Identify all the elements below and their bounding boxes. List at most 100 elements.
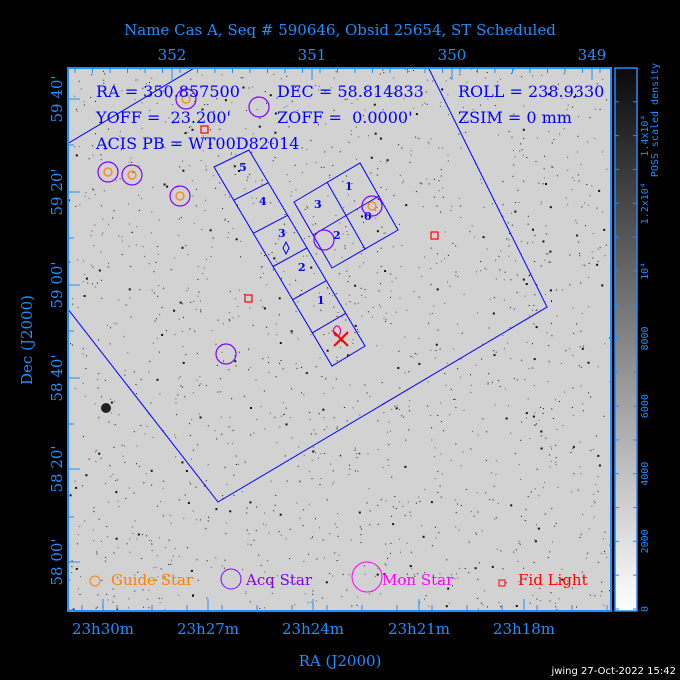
star [498, 255, 500, 257]
star [439, 485, 441, 487]
star [403, 119, 405, 121]
star [274, 131, 277, 134]
star [532, 75, 534, 77]
star [580, 330, 582, 332]
star [302, 255, 304, 257]
star [93, 245, 95, 247]
star [191, 419, 193, 421]
star [145, 473, 147, 475]
star [230, 154, 232, 155]
acq-star [313, 229, 335, 251]
star [386, 431, 388, 433]
star [578, 116, 579, 118]
star [419, 182, 421, 184]
star [146, 535, 148, 537]
star [359, 113, 361, 115]
star [604, 531, 606, 533]
star [517, 189, 519, 191]
star [409, 162, 411, 164]
star [222, 323, 224, 325]
star [542, 240, 545, 243]
star [149, 109, 151, 111]
star [384, 232, 386, 234]
star [508, 245, 510, 247]
star [82, 436, 84, 438]
star [146, 425, 148, 427]
star [114, 400, 116, 402]
star [221, 351, 223, 353]
star [414, 575, 416, 577]
star [354, 447, 356, 449]
star [594, 595, 596, 597]
star [229, 110, 230, 112]
star [205, 528, 207, 530]
star [88, 458, 90, 460]
star [522, 128, 525, 131]
star [136, 226, 138, 228]
star [378, 290, 380, 292]
star [534, 488, 536, 490]
star [177, 394, 179, 396]
star [371, 591, 373, 593]
star [227, 442, 229, 444]
star [367, 453, 369, 454]
star [440, 101, 442, 103]
star [162, 90, 164, 92]
star [229, 416, 231, 418]
star [282, 368, 284, 370]
star [132, 231, 133, 233]
star [519, 150, 521, 152]
star [78, 80, 80, 82]
star [582, 403, 584, 405]
star [376, 230, 379, 233]
star [548, 131, 550, 132]
star [569, 348, 570, 350]
star [227, 221, 229, 223]
star [235, 455, 237, 457]
star [142, 589, 144, 591]
star [110, 412, 112, 414]
star [70, 343, 71, 345]
star [489, 115, 491, 117]
star [447, 254, 449, 256]
star [442, 196, 444, 198]
star [205, 385, 207, 387]
star [193, 222, 195, 224]
star [602, 151, 604, 153]
star [224, 559, 226, 561]
star [550, 446, 552, 448]
star [363, 262, 364, 264]
star [545, 225, 547, 227]
star [596, 207, 598, 209]
star [108, 501, 110, 503]
star [434, 447, 436, 449]
star [110, 398, 112, 400]
star [555, 523, 557, 524]
star [534, 234, 536, 236]
star [341, 256, 343, 258]
star [437, 414, 439, 416]
star [536, 423, 537, 425]
star [185, 245, 187, 247]
star [364, 109, 366, 111]
star [82, 485, 83, 487]
star [598, 189, 601, 192]
star [582, 514, 584, 515]
star [178, 318, 180, 320]
star [445, 80, 447, 82]
star [144, 433, 146, 435]
star [549, 206, 552, 209]
star [249, 601, 251, 603]
star [297, 110, 299, 111]
star [475, 163, 476, 165]
star [333, 306, 335, 308]
star [349, 464, 350, 466]
star [418, 296, 420, 298]
star [376, 345, 378, 347]
star [315, 452, 316, 454]
star [196, 559, 198, 561]
star [159, 393, 161, 395]
star [299, 481, 301, 483]
star [521, 421, 523, 423]
star [436, 263, 438, 264]
